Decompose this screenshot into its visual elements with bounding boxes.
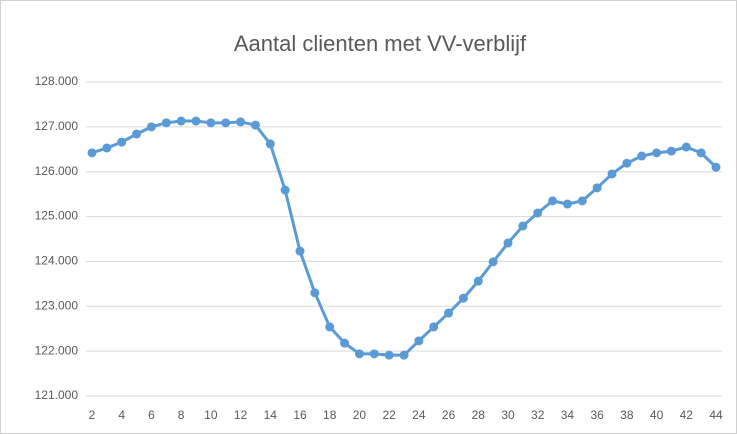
point [681,142,691,152]
chart-title: Aantal clienten met VV-verblijf [234,31,527,56]
point [384,350,394,360]
point [236,117,246,127]
y-tick-label: 122.000 [35,343,79,357]
point [607,169,617,179]
point [206,118,216,128]
y-tick-label: 125.000 [35,209,79,223]
point [429,322,439,332]
x-tick-label: 8 [178,408,185,422]
point [458,293,468,303]
point [414,336,424,346]
point [622,158,632,168]
point [399,350,409,360]
point [340,338,350,348]
point [87,148,97,158]
point [280,185,290,195]
point [533,208,543,218]
point [176,116,186,126]
y-tick-label: 124.000 [35,254,79,268]
point [503,238,513,248]
point [548,196,558,206]
x-tick-label: 30 [501,408,515,422]
point [473,276,483,286]
x-tick-label: 18 [323,408,337,422]
point [488,257,498,267]
x-tick-label: 16 [293,408,307,422]
point [161,118,171,128]
x-tick-label: 10 [204,408,218,422]
x-tick-label: 22 [382,408,396,422]
point [102,143,112,153]
point [250,120,260,130]
x-tick-label: 36 [590,408,604,422]
point [518,221,528,231]
x-tick-label: 12 [234,408,248,422]
point [696,148,706,158]
point [592,183,602,193]
point [652,148,662,158]
x-tick-label: 20 [353,408,367,422]
x-tick-label: 34 [561,408,575,422]
x-tick-label: 6 [148,408,155,422]
point [265,139,275,149]
x-tick-label: 44 [709,408,723,422]
point [444,308,454,318]
point [325,322,335,332]
y-tick-label: 121.000 [35,388,79,402]
point [562,199,572,209]
point [132,129,142,139]
x-tick-label: 26 [442,408,456,422]
y-tick-label: 123.000 [35,298,79,312]
point [295,246,305,256]
point [191,116,201,126]
x-tick-label: 42 [680,408,694,422]
point [310,288,320,298]
x-tick-label: 2 [89,408,96,422]
point [577,196,587,206]
x-tick-label: 38 [620,408,634,422]
point [637,151,647,161]
x-tick-label: 14 [264,408,278,422]
x-tick-label: 24 [412,408,426,422]
point [711,162,721,172]
point [369,349,379,359]
point [354,349,364,359]
point [666,146,676,156]
x-tick-label: 32 [531,408,545,422]
y-tick-label: 127.000 [35,119,79,133]
point [221,118,231,128]
y-tick-label: 128.000 [35,74,79,88]
x-tick-label: 28 [472,408,486,422]
y-tick-label: 126.000 [35,164,79,178]
point [117,137,127,147]
point [146,122,156,132]
x-tick-label: 40 [650,408,664,422]
x-tick-label: 4 [118,408,125,422]
